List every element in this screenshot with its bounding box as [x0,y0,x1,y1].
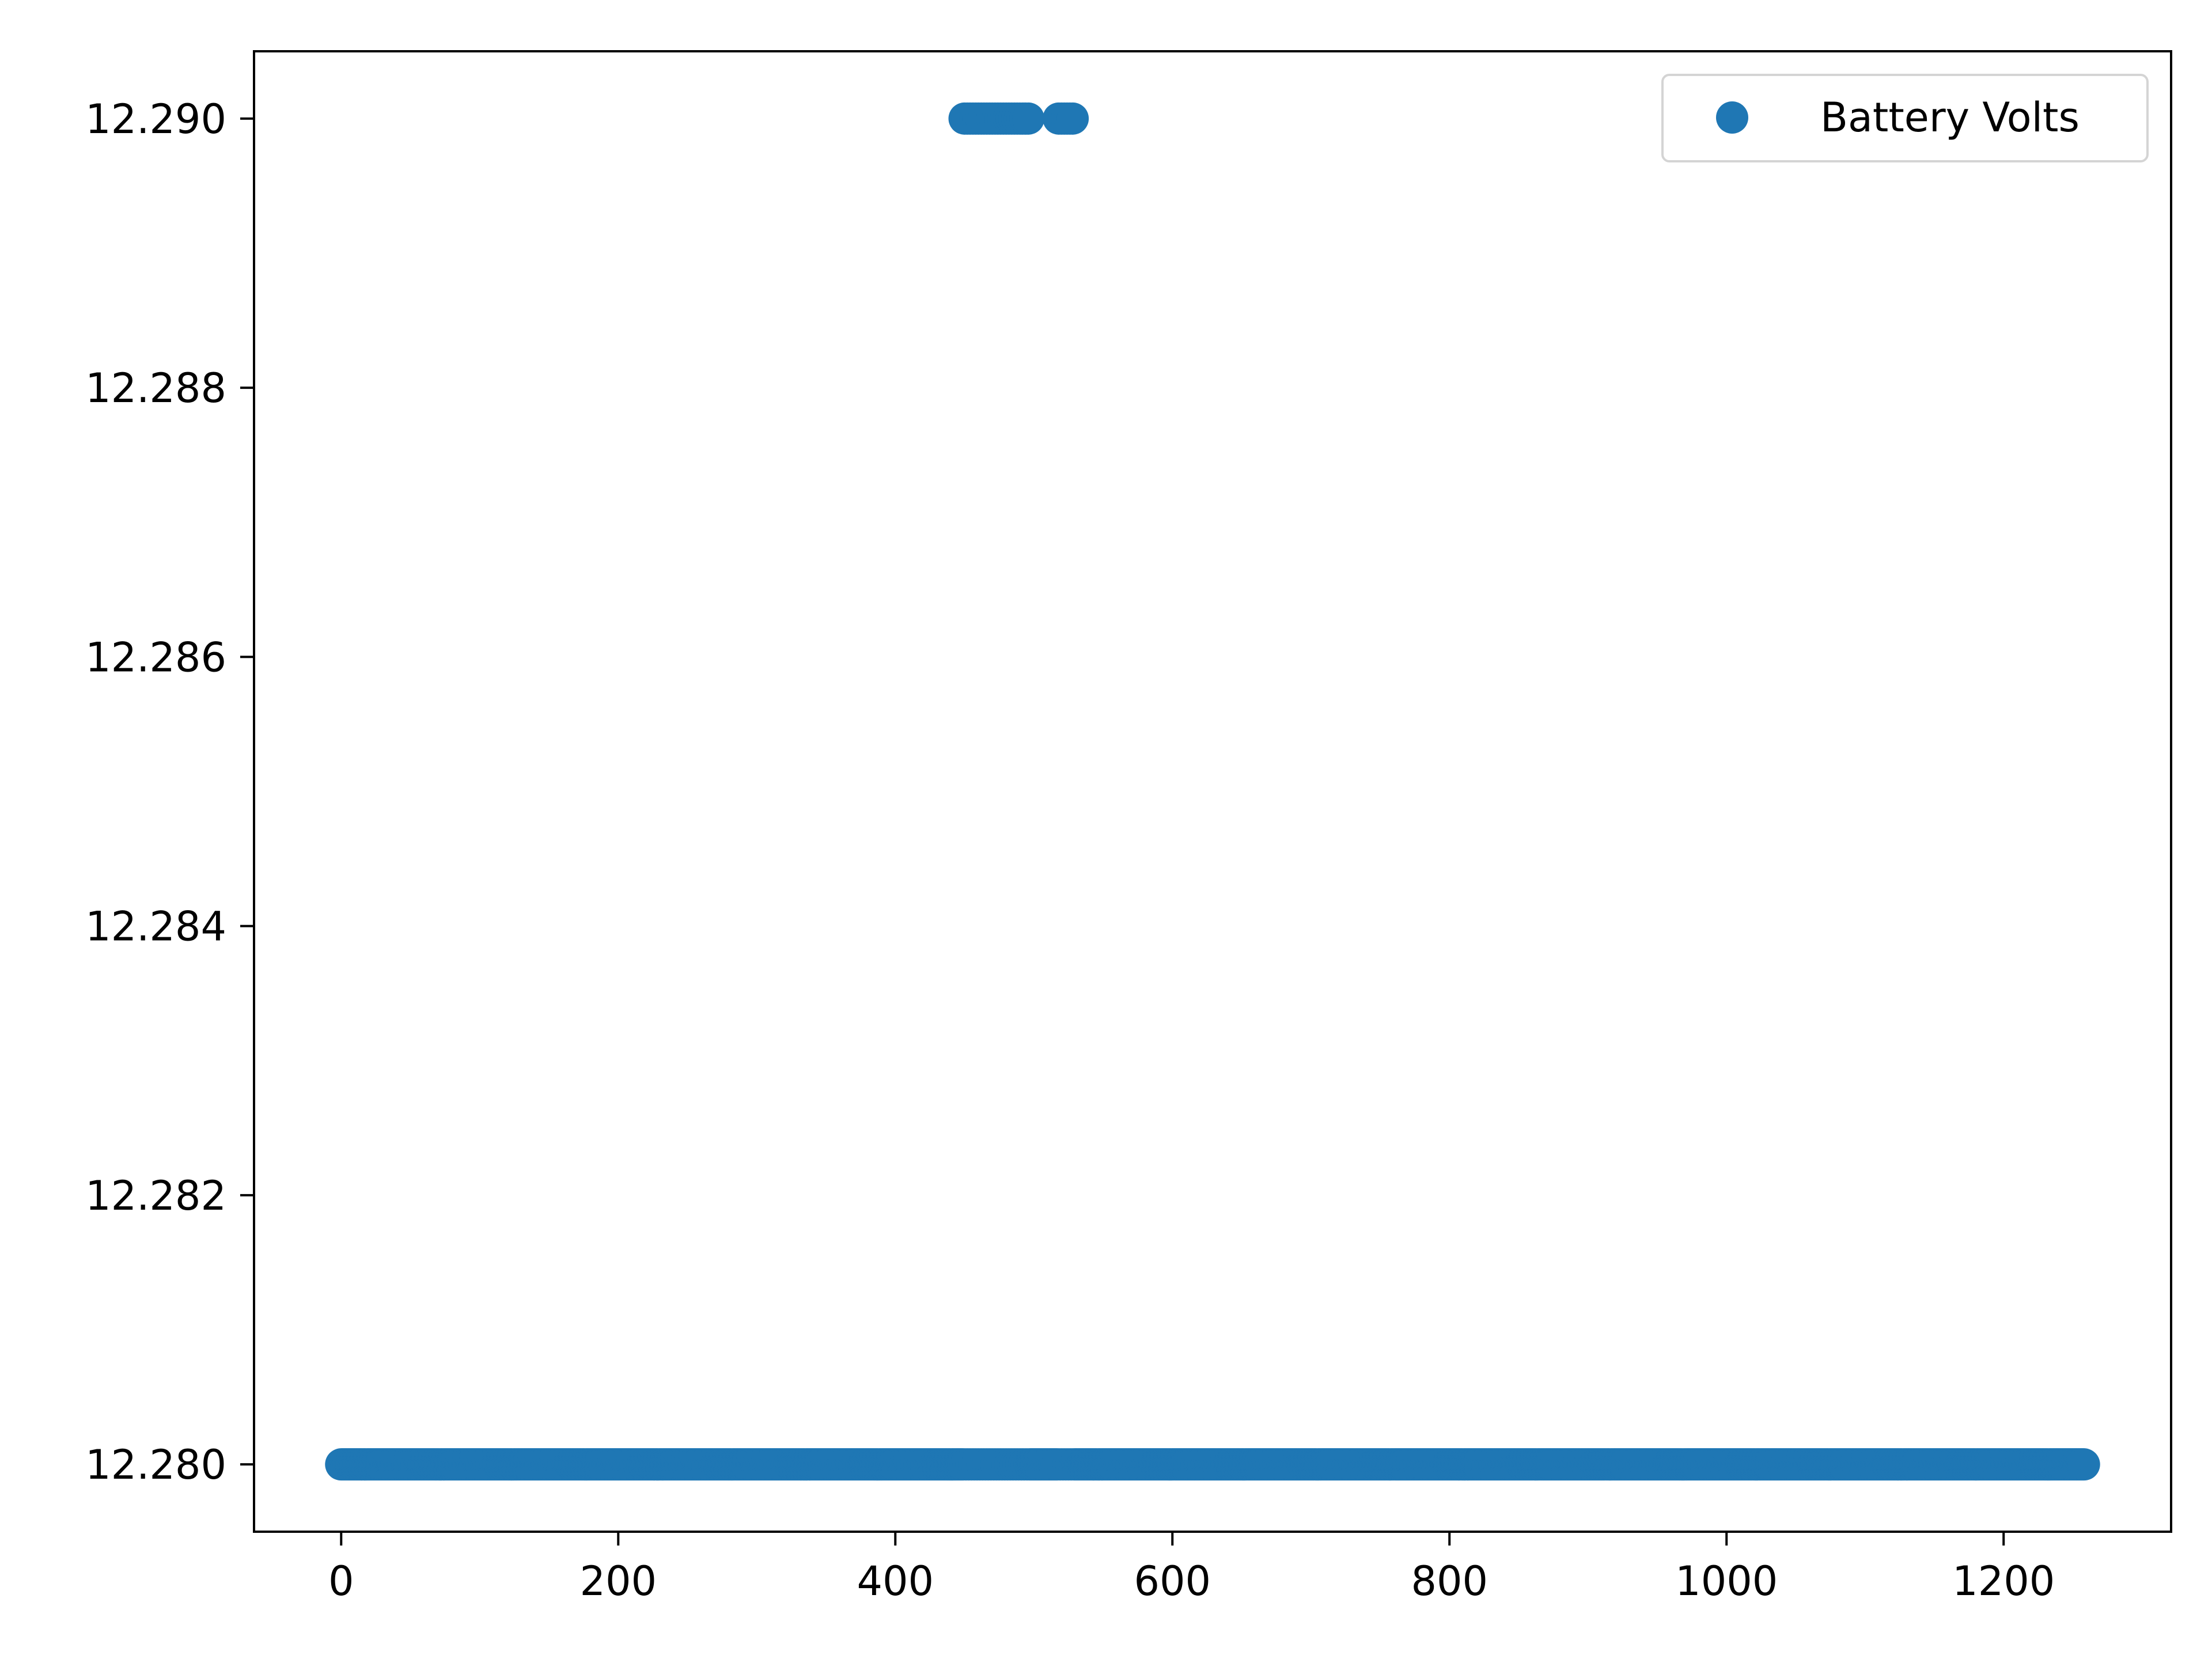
data-point [1056,102,1089,135]
y-tick-label: 12.284 [85,903,226,950]
x-tick-label: 800 [1411,1558,1488,1605]
y-tick-label: 12.288 [85,365,226,412]
y-tick-label: 12.282 [85,1172,226,1219]
x-tick-label: 1200 [1952,1558,2055,1605]
legend-box [1661,74,2149,162]
y-tick-label: 12.280 [85,1441,226,1488]
y-tick-label: 12.290 [85,96,226,143]
legend-marker [1716,101,1748,134]
legend-label: Battery Volts [1820,94,2080,141]
x-tick-label: 400 [857,1558,934,1605]
x-tick-label: 600 [1134,1558,1211,1605]
legend: Battery Volts [1661,74,2149,162]
x-tick-label: 0 [328,1558,354,1605]
data-points [325,102,2100,1481]
x-tick-label: 200 [579,1558,657,1605]
y-tick-label: 12.286 [85,634,226,681]
x-axis: 0 200 400 600 800 1000 1200 [328,1532,2055,1605]
data-point [2067,1448,2100,1481]
axes-frame [253,50,2172,1533]
y-axis: 12.280 12.282 12.284 12.286 12.288 12.290 [85,96,254,1488]
data-point [1012,102,1045,135]
x-tick-label: 1000 [1675,1558,1778,1605]
